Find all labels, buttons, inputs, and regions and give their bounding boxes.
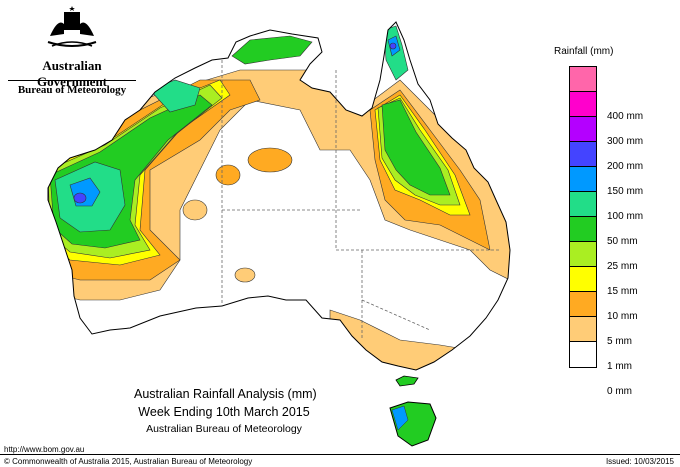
legend-label: 50 mm: [607, 236, 638, 247]
legend-swatch: [570, 67, 596, 92]
legend-swatch: [570, 92, 596, 117]
legend-swatch: [570, 167, 596, 192]
legend-label: 25 mm: [607, 261, 638, 272]
bom-url-link[interactable]: http://www.bom.gov.au: [4, 445, 85, 454]
coat-of-arms-icon: [47, 6, 97, 47]
legend-swatch: [570, 242, 596, 267]
legend-title: Rainfall (mm): [554, 46, 614, 57]
legend-label: 0 mm: [607, 386, 632, 397]
legend-swatch: [570, 342, 596, 367]
state-borders: [221, 60, 500, 340]
australia-outline: [47, 21, 511, 371]
copyright-text: © Commonwealth of Australia 2015, Austra…: [4, 457, 253, 466]
rainfall-map: [47, 21, 511, 447]
map-subtitle: Week Ending 10th March 2015: [138, 405, 310, 419]
legend-swatch: [570, 317, 596, 342]
legend-swatch: [570, 192, 596, 217]
legend-swatch: [570, 267, 596, 292]
legend-label: 400 mm: [607, 111, 644, 122]
government-title: Australian Government: [36, 58, 108, 89]
legend-swatches: [569, 66, 597, 368]
legend-label: 15 mm: [607, 286, 638, 297]
legend-label: 1 mm: [607, 361, 632, 372]
legend-swatch: [570, 217, 596, 242]
legend-swatch: [570, 117, 596, 142]
legend-label: 300 mm: [607, 136, 644, 147]
footer-divider: [0, 454, 680, 455]
agency-header: Australian Government Bureau of Meteorol…: [8, 6, 136, 98]
legend-swatch: [570, 292, 596, 317]
legend-label: 5 mm: [607, 336, 632, 347]
map-title: Australian Rainfall Analysis (mm): [134, 387, 317, 401]
legend-label: 100 mm: [607, 211, 644, 222]
legend-label: 150 mm: [607, 186, 644, 197]
legend-label: 10 mm: [607, 311, 638, 322]
legend-swatch: [570, 142, 596, 167]
legend-label: 200 mm: [607, 161, 644, 172]
issued-date: Issued: 10/03/2015: [605, 457, 674, 466]
bureau-title: Bureau of Meteorology: [8, 80, 136, 96]
map-credit: Australian Bureau of Meteorology: [146, 423, 302, 435]
